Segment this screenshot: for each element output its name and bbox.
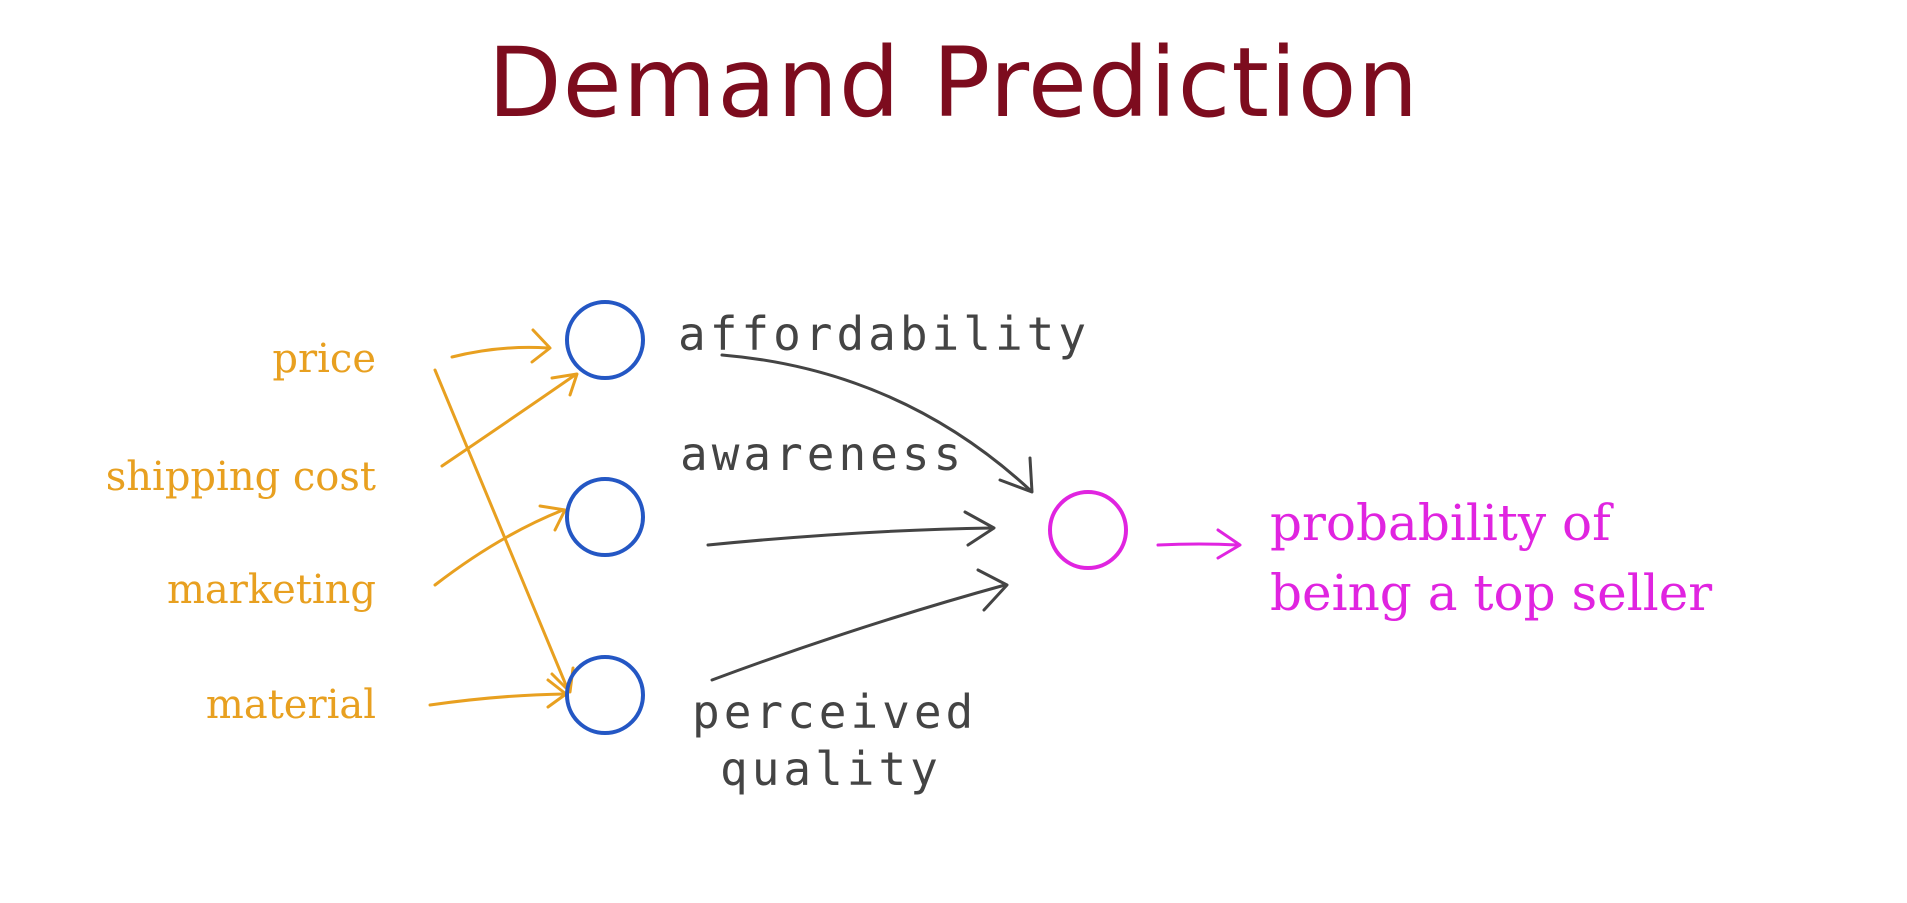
arrow-price-to-affordability bbox=[450, 345, 550, 359]
input-label-material: material bbox=[206, 682, 376, 728]
arrow-marketing-to-awareness bbox=[433, 508, 565, 587]
hidden-node-perceived-quality bbox=[565, 655, 645, 735]
arrowhead bbox=[550, 372, 579, 397]
hidden-label-awareness: awareness bbox=[680, 427, 965, 481]
arrow-price-to-perceived-quality bbox=[433, 368, 570, 692]
arrow-material-to-perceived-quality bbox=[428, 692, 566, 707]
arrowhead bbox=[976, 568, 1009, 612]
output-node bbox=[1048, 490, 1128, 570]
arrowhead bbox=[530, 328, 552, 364]
arrow-shipping-to-affordability bbox=[440, 373, 577, 468]
arrowhead bbox=[538, 504, 567, 532]
arrowhead bbox=[1216, 528, 1242, 560]
hidden-label-quality: quality bbox=[720, 742, 942, 796]
arrow-perceived-quality-to-output bbox=[710, 583, 1007, 682]
input-label-shipping-cost: shipping cost bbox=[106, 454, 376, 500]
input-label-marketing: marketing bbox=[167, 567, 376, 613]
arrow-awareness-to-output bbox=[706, 526, 994, 547]
arrowhead bbox=[998, 456, 1034, 494]
arrow-affordability-to-output bbox=[720, 353, 1032, 492]
arrow-output-to-label bbox=[1156, 542, 1240, 547]
output-label-line1: probability of bbox=[1270, 494, 1614, 552]
page-title: Demand Prediction bbox=[487, 27, 1420, 139]
hidden-label-affordability: affordability bbox=[678, 307, 1090, 361]
output-label-line2: being a top seller bbox=[1270, 564, 1712, 622]
hidden-node-affordability bbox=[565, 300, 645, 380]
hidden-label-perceived: perceived bbox=[692, 685, 977, 739]
arrowhead bbox=[963, 510, 996, 547]
hidden-node-awareness bbox=[565, 477, 645, 557]
input-label-price: price bbox=[272, 336, 376, 382]
